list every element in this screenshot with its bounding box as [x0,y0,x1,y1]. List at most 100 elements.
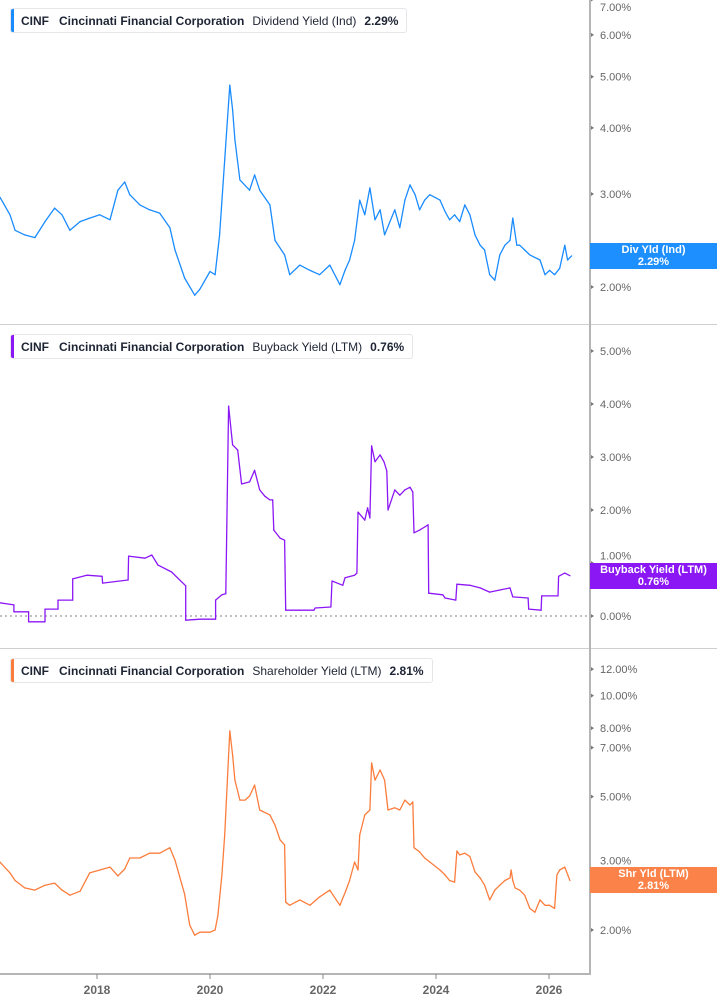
data-point [459,221,461,223]
data-point [359,199,361,201]
data-point [409,804,411,806]
data-point [185,585,187,587]
data-point [344,892,346,894]
data-point [232,444,234,446]
data-point [556,874,558,876]
data-point [234,139,236,141]
data-point [539,899,541,901]
data-point [454,214,456,216]
data-point [219,234,221,236]
data-point [229,730,231,732]
legend-buyback-yield[interactable]: CINF Cincinnati Financial Corporation Bu… [10,334,414,359]
data-point [89,872,91,874]
data-point [386,470,388,472]
data-point [357,511,359,513]
data-point [285,609,287,611]
data-point [159,212,161,214]
data-point [349,259,351,261]
data-point [249,481,251,483]
legend-company: Cincinnati Financial Corporation [59,339,245,354]
data-point [369,517,371,519]
data-point [512,879,514,882]
tag-label: Buyback Yield (LTM) [600,563,707,576]
data-point [356,572,358,574]
data-point [109,219,111,221]
tag-value: 0.76% [637,575,670,588]
data-point [13,611,15,613]
y-tick-mark [591,349,594,353]
data-point [367,507,369,509]
legend-dividend-yield[interactable]: CINF Cincinnati Financial Corporation Di… [10,8,408,33]
data-point [564,866,566,868]
legend-metric: Dividend Yield (Ind) [252,13,357,28]
data-point [519,244,521,246]
data-point [569,879,571,882]
y-tick-label: 5.00% [600,72,631,84]
data-point [44,608,46,610]
data-point [184,277,186,279]
data-point [13,604,15,606]
x-tick-label: 2022 [310,983,337,997]
y-tick-label: 3.00% [600,189,631,201]
x-tick-label: 2020 [197,983,224,997]
data-point [464,852,466,854]
data-point [69,229,71,231]
data-point [171,571,173,573]
data-point [199,288,201,290]
data-point [454,881,456,883]
data-point [319,896,321,898]
data-point [489,899,491,901]
data-point [72,578,74,580]
data-point [516,244,518,246]
data-point [309,269,311,271]
data-point [567,259,569,261]
data-point [151,554,153,556]
data-point [344,577,346,579]
data-point [289,274,291,276]
data-point [54,882,56,884]
data-point [369,809,371,811]
x-tick-label: 2026 [536,983,563,997]
data-point [559,869,561,871]
data-point [379,209,381,211]
data-point [185,619,187,621]
data-point [354,574,356,576]
data-point [557,595,559,597]
data-point [429,194,431,196]
data-point [124,181,126,183]
legend-value: 2.29% [364,13,399,28]
data-point [34,237,36,239]
data-point [69,894,71,896]
data-point [159,852,161,854]
data-point [484,884,486,886]
data-point [489,591,491,593]
data-point [449,879,451,882]
data-point [214,929,216,931]
data-point [529,254,531,256]
data-point [479,587,481,589]
data-point [544,274,546,276]
data-point [394,209,396,211]
data-point [221,874,223,876]
data-point [479,244,481,246]
data-point [464,204,466,206]
data-point [344,269,346,271]
data-point [404,799,406,801]
series-color-bar [11,659,14,682]
y-tick-label: 4.00% [600,123,631,135]
data-point [228,405,230,407]
data-point [284,539,286,541]
data-point [57,608,59,610]
data-point [269,814,271,816]
data-point [102,582,104,584]
data-point [28,611,30,613]
data-point [387,509,389,511]
y-tick-label: 5.00% [600,792,631,804]
legend-metric: Shareholder Yield (LTM) [252,663,382,678]
legend-shareholder-yield[interactable]: CINF Cincinnati Financial Corporation Sh… [10,658,433,683]
data-point [254,469,256,471]
data-point [259,189,261,191]
data-point [514,887,516,889]
data-point [79,890,81,892]
